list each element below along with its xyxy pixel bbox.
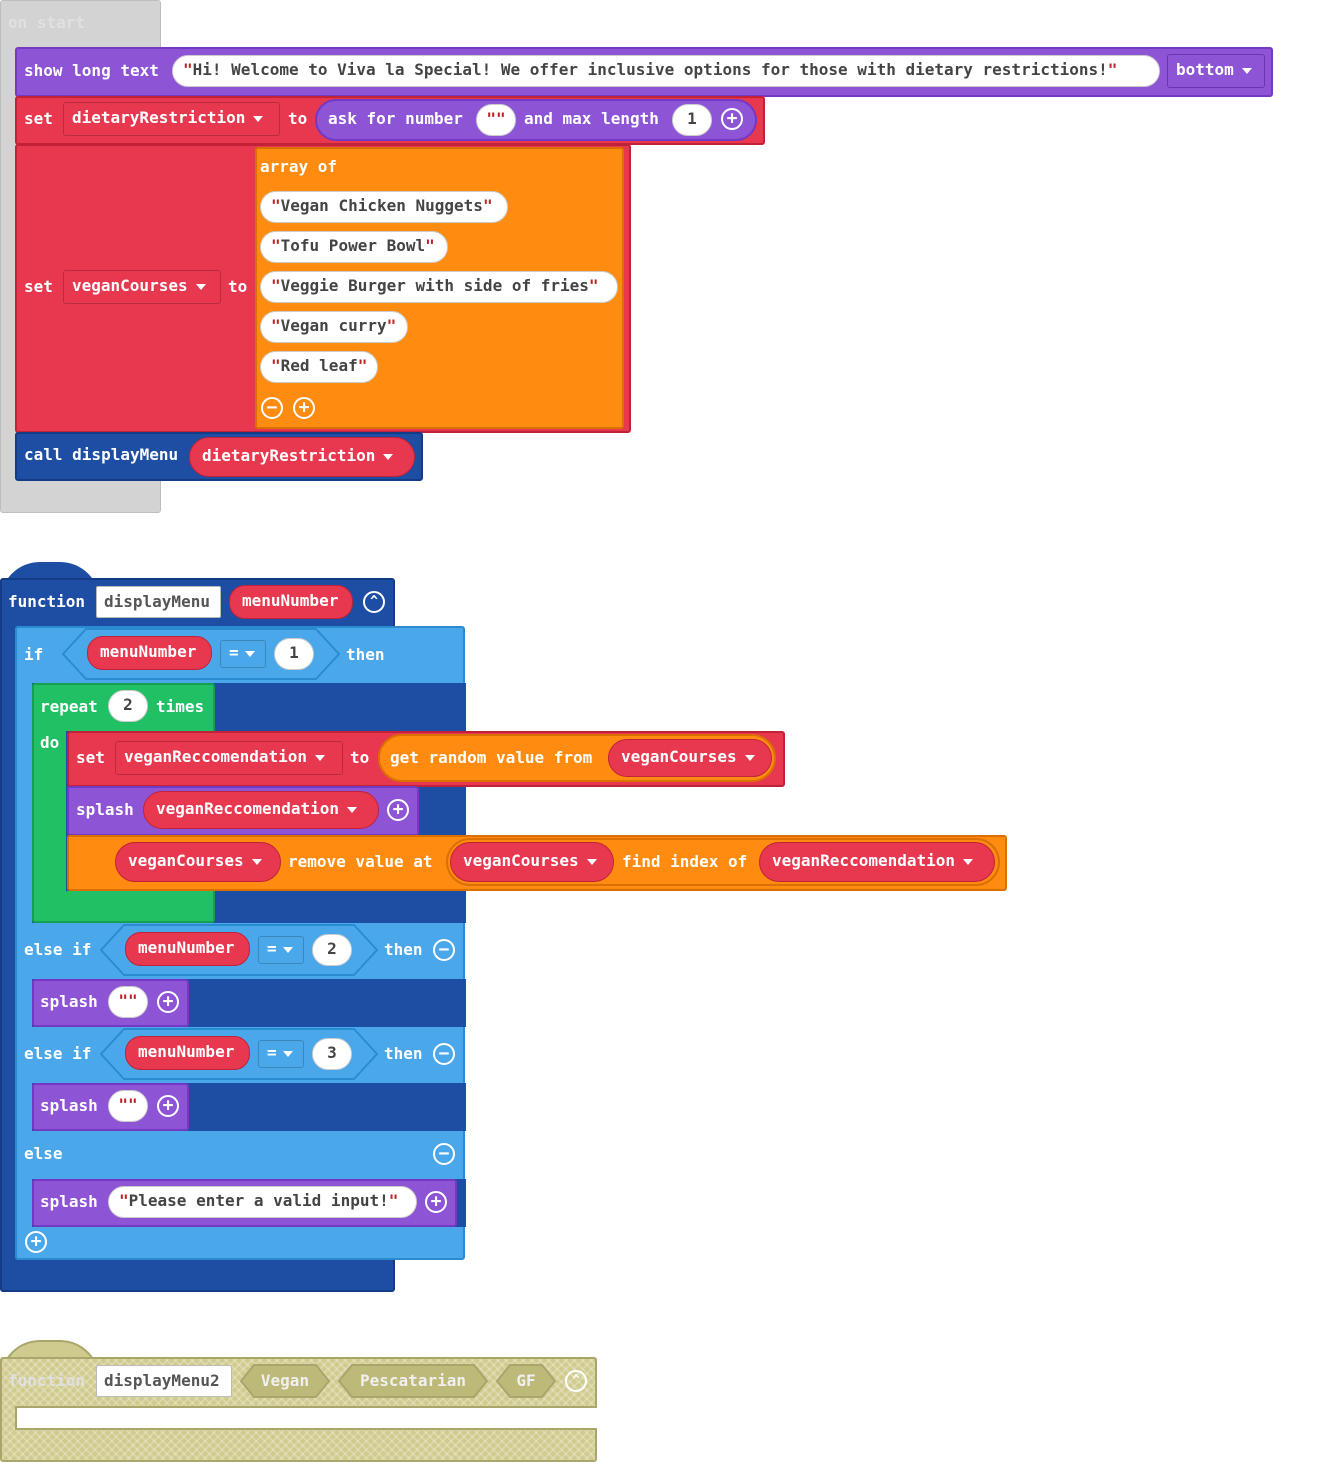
remove-branch-icon[interactable]: −: [433, 1143, 455, 1165]
remove-value-label: remove value at: [288, 852, 433, 871]
set-label: set: [76, 748, 105, 767]
then-label: then: [384, 940, 423, 959]
function2-statement-gap: [15, 1406, 597, 1430]
set-label: set: [24, 109, 53, 128]
remove-item-icon[interactable]: −: [261, 397, 283, 419]
call-argument-variable[interactable]: dietaryRestriction: [189, 437, 415, 477]
max-length-input[interactable]: 1: [672, 104, 712, 136]
find-target-variable[interactable]: veganReccomendation: [759, 842, 995, 882]
random-source-variable[interactable]: veganCourses: [608, 739, 772, 777]
array-item-input[interactable]: "Veggie Burger with side of fries": [260, 271, 618, 303]
then-label: then: [346, 645, 385, 664]
splash-label: splash: [76, 800, 134, 819]
function2-param[interactable]: GF: [496, 1364, 556, 1398]
if-label: if: [24, 645, 44, 664]
splash-label: splash: [40, 1096, 98, 1115]
function-keyword: function: [8, 1371, 86, 1390]
elseif2-compare-value[interactable]: 3: [312, 1038, 352, 1070]
array-item-input[interactable]: "Tofu Power Bowl": [260, 231, 448, 263]
times-label: times: [156, 697, 205, 716]
find-index-label: find index of: [622, 852, 748, 871]
else-if-label: else if: [24, 940, 92, 959]
add-param-icon[interactable]: +: [721, 108, 743, 130]
if-condition-variable[interactable]: menuNumber: [87, 636, 212, 670]
get-random-label: get random value from: [390, 748, 593, 767]
function2-param-label: Pescatarian: [360, 1371, 466, 1390]
do-label: do: [40, 733, 60, 752]
function2-param-label: GF: [516, 1371, 536, 1390]
max-length-label: and max length: [524, 109, 659, 128]
splash-text-input-3[interactable]: "": [108, 1090, 148, 1122]
array-of-label: array of: [260, 157, 338, 176]
collapse-icon[interactable]: ^: [565, 1370, 587, 1392]
array-item-input[interactable]: "Vegan Chicken Nuggets": [260, 191, 508, 223]
elseif1-compare-value[interactable]: 2: [312, 934, 352, 966]
call-display-menu-label: call displayMenu: [24, 445, 179, 464]
add-item-icon[interactable]: +: [293, 397, 315, 419]
recommendation-variable-dropdown[interactable]: veganReccomendation: [115, 741, 343, 775]
remove-branch-icon[interactable]: −: [433, 1043, 455, 1065]
if-operator-dropdown[interactable]: =: [220, 640, 266, 668]
repeat-label: repeat: [40, 697, 98, 716]
function2-param-label: Vegan: [260, 1371, 310, 1390]
to-label: to: [350, 748, 370, 767]
function2-name-field[interactable]: displayMenu2: [96, 1365, 232, 1397]
show-long-text-label: show long text: [24, 61, 159, 80]
elseif1-operator-dropdown[interactable]: =: [258, 936, 304, 964]
find-list-variable[interactable]: veganCourses: [450, 842, 614, 882]
remove-branch-icon[interactable]: −: [433, 939, 455, 961]
elseif2-condition-variable[interactable]: menuNumber: [125, 1036, 250, 1070]
position-dropdown[interactable]: bottom: [1167, 54, 1265, 88]
array-item-input[interactable]: "Red leaf": [260, 351, 378, 383]
add-param-icon[interactable]: +: [157, 1095, 179, 1117]
if-compare-value[interactable]: 1: [274, 638, 314, 670]
then-label: then: [384, 1044, 423, 1063]
function-name-field[interactable]: displayMenu: [96, 586, 221, 618]
ask-label: ask for number: [328, 109, 463, 128]
splash-text-input-2[interactable]: "": [108, 986, 148, 1018]
remove-list-variable[interactable]: veganCourses: [115, 842, 281, 882]
function-param-menu-number[interactable]: menuNumber: [229, 585, 353, 619]
add-param-icon[interactable]: +: [387, 799, 409, 821]
set-label: set: [24, 277, 53, 296]
add-param-icon[interactable]: +: [157, 991, 179, 1013]
repeat-count-input[interactable]: 2: [108, 690, 148, 722]
function-keyword: function: [8, 592, 86, 611]
function2-param[interactable]: Pescatarian: [338, 1364, 488, 1398]
to-label: to: [228, 277, 248, 296]
function2-param[interactable]: Vegan: [240, 1364, 330, 1398]
splash-label: splash: [40, 1192, 98, 1211]
to-label: to: [288, 109, 308, 128]
else-label: else: [24, 1144, 63, 1163]
vegan-courses-variable-dropdown[interactable]: veganCourses: [63, 270, 221, 304]
add-else-if-icon[interactable]: +: [25, 1231, 47, 1253]
long-text-input[interactable]: "Hi! Welcome to Viva la Special! We offe…: [172, 55, 1160, 87]
elseif1-condition-variable[interactable]: menuNumber: [125, 932, 250, 966]
collapse-icon[interactable]: ^: [363, 591, 385, 613]
elseif2-operator-dropdown[interactable]: =: [258, 1040, 304, 1068]
dietary-variable-dropdown[interactable]: dietaryRestriction: [63, 102, 280, 136]
else-if-label: else if: [24, 1044, 92, 1063]
splash-label: splash: [40, 992, 98, 1011]
array-item-input[interactable]: "Vegan curry": [260, 311, 408, 343]
splash-text-input-4[interactable]: "Please enter a valid input!": [108, 1186, 417, 1218]
add-param-icon[interactable]: +: [425, 1191, 447, 1213]
ask-prompt-input[interactable]: "": [476, 104, 516, 136]
splash-variable[interactable]: veganReccomendation: [143, 791, 379, 829]
on-start-label: on start: [8, 13, 86, 32]
